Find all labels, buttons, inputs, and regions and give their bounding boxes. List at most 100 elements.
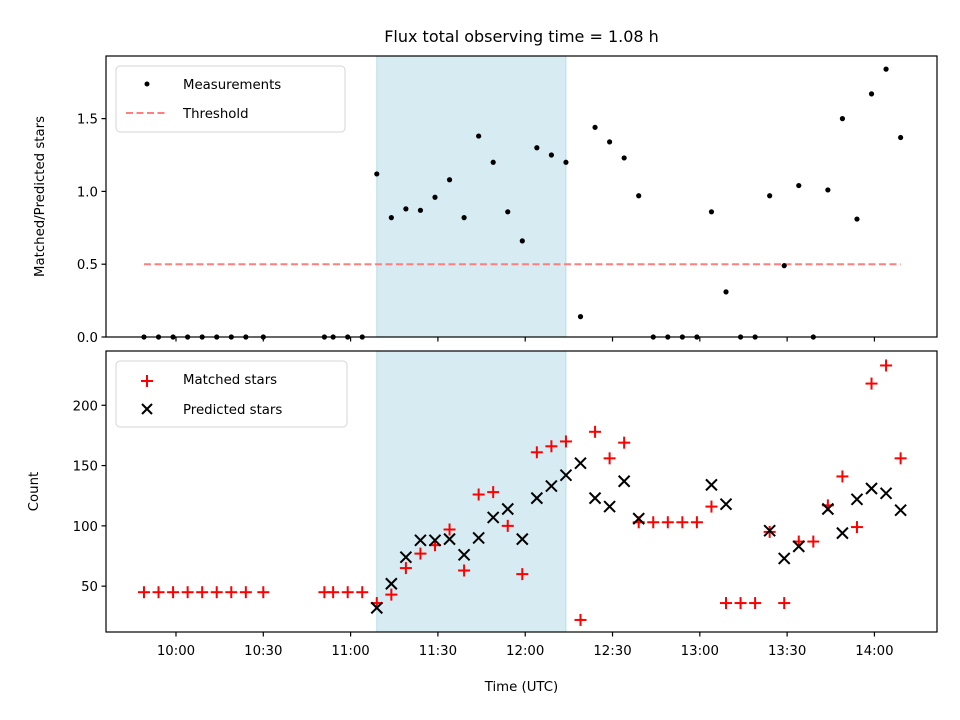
predicted-star-point: [545, 479, 558, 493]
measurement-point: [476, 133, 482, 139]
matched-star-point: [618, 436, 631, 449]
legend-plus-marker: [141, 375, 153, 387]
matched-star-point: [487, 486, 500, 499]
measurement-point: [548, 152, 555, 158]
matched-star-point: [530, 446, 543, 459]
matched-star-point: [225, 586, 238, 599]
matched-star-point: [516, 568, 529, 581]
x-tick-label: 14:00: [855, 644, 893, 659]
measurement-point: [723, 289, 729, 295]
predicted-star-point: [486, 511, 500, 524]
predicted-star-point: [516, 532, 529, 546]
measurement-point: [839, 116, 846, 122]
x-tick-label: 10:30: [244, 644, 282, 659]
matched-star-point: [137, 586, 150, 599]
legend-label-predicted: Predicted stars: [183, 403, 282, 418]
predicted-star-point: [501, 502, 514, 516]
measurement-point: [607, 139, 613, 145]
x-tick-label: 13:00: [681, 644, 719, 659]
measurement-point: [505, 209, 511, 215]
predicted-star-point: [399, 551, 413, 564]
matched-star-point: [167, 586, 180, 599]
matched-star-point: [327, 586, 340, 599]
matched-star-point: [603, 452, 616, 465]
measurement-point: [592, 124, 598, 130]
matched-star-point: [458, 564, 471, 577]
matched-star-point: [734, 597, 747, 610]
matched-star-point: [399, 562, 412, 575]
predicted-star-point: [443, 532, 456, 546]
top-shaded-region: [376, 55, 567, 338]
matched-star-point: [836, 470, 849, 483]
predicted-star-point: [792, 540, 805, 553]
measurement-point: [403, 206, 409, 212]
top-panel: 0.0 0.5 1.0 1.5 Flux total observing time =…: [33, 27, 938, 346]
predicted-star-point: [894, 503, 907, 517]
bottom-y-axis-label: Count: [27, 472, 42, 512]
matched-star-point: [559, 435, 572, 448]
predicted-star-point: [821, 502, 835, 516]
predicted-star-point: [457, 548, 471, 562]
measurement-point: [417, 207, 424, 213]
predicted-star-point: [559, 469, 573, 482]
y-tick-label: 150: [73, 460, 98, 475]
predicted-star-point: [370, 601, 383, 615]
measurement-point: [898, 134, 904, 141]
matched-star-point: [749, 597, 762, 610]
x-tick-label: 11:00: [331, 644, 369, 659]
predicted-star-point: [879, 487, 893, 500]
predicted-star-point: [603, 500, 616, 513]
chart-title: Flux total observing time = 1.08 h: [384, 27, 659, 46]
measurement-point: [854, 216, 860, 222]
predicted-star-point: [632, 512, 645, 525]
matched-star-point: [341, 586, 354, 599]
matched-star-point: [807, 535, 820, 548]
measurement-point: [534, 145, 540, 151]
measurement-point: [432, 194, 438, 200]
measurement-point: [636, 193, 642, 199]
legend-label-measurements: Measurements: [183, 78, 281, 93]
matched-star-point: [257, 586, 270, 599]
matched-star-point: [647, 516, 660, 529]
measurement-point: [388, 215, 394, 221]
matched-star-point: [152, 586, 165, 599]
bottom-x-axis: 10:00 10:30 11:00 11:30 12:00 12:30 13:00 13:30…: [157, 632, 894, 659]
predicted-star-point: [530, 491, 544, 505]
matched-star-point: [414, 547, 427, 560]
matched-star-point: [239, 586, 252, 599]
predicted-star-point: [385, 577, 398, 590]
y-tick-label: 100: [73, 520, 98, 535]
measurement-point: [374, 171, 380, 177]
predicted-star-point: [865, 482, 878, 495]
x-tick-label: 12:30: [593, 644, 631, 659]
matched-star-point: [210, 586, 223, 599]
y-tick-label: 0.0: [77, 331, 98, 346]
matched-star-point: [690, 516, 703, 529]
bottom-y-axis: 50 100 150 200: [73, 399, 106, 595]
predicted-star-point: [719, 497, 733, 511]
matched-star-point: [385, 588, 398, 601]
bottom-shaded-region: [376, 350, 567, 633]
matched-star-point: [501, 519, 514, 532]
legend-label-matched: Matched stars: [183, 373, 277, 388]
matched-stars-series: [137, 359, 907, 626]
predicted-star-point: [574, 456, 587, 470]
measurement-point: [519, 238, 525, 244]
predicted-star-point: [588, 491, 602, 505]
y-tick-label: 1.5: [77, 113, 98, 128]
measurement-point: [868, 91, 875, 97]
measurement-point: [781, 263, 787, 269]
matched-star-point: [880, 359, 893, 372]
legend-x-marker: [141, 403, 153, 415]
bottom-legend-box: [115, 360, 348, 428]
top-y-axis-label: Matched/Predicted stars: [33, 116, 48, 277]
bottom-plot-frame: [105, 350, 938, 633]
predicted-star-point: [617, 475, 631, 488]
measurement-point: [883, 66, 889, 72]
measurement-point: [825, 187, 831, 193]
x-tick-label: 10:00: [157, 644, 195, 659]
predicted-star-point: [778, 552, 791, 565]
y-tick-label: 200: [73, 399, 98, 414]
matched-star-point: [196, 586, 209, 599]
